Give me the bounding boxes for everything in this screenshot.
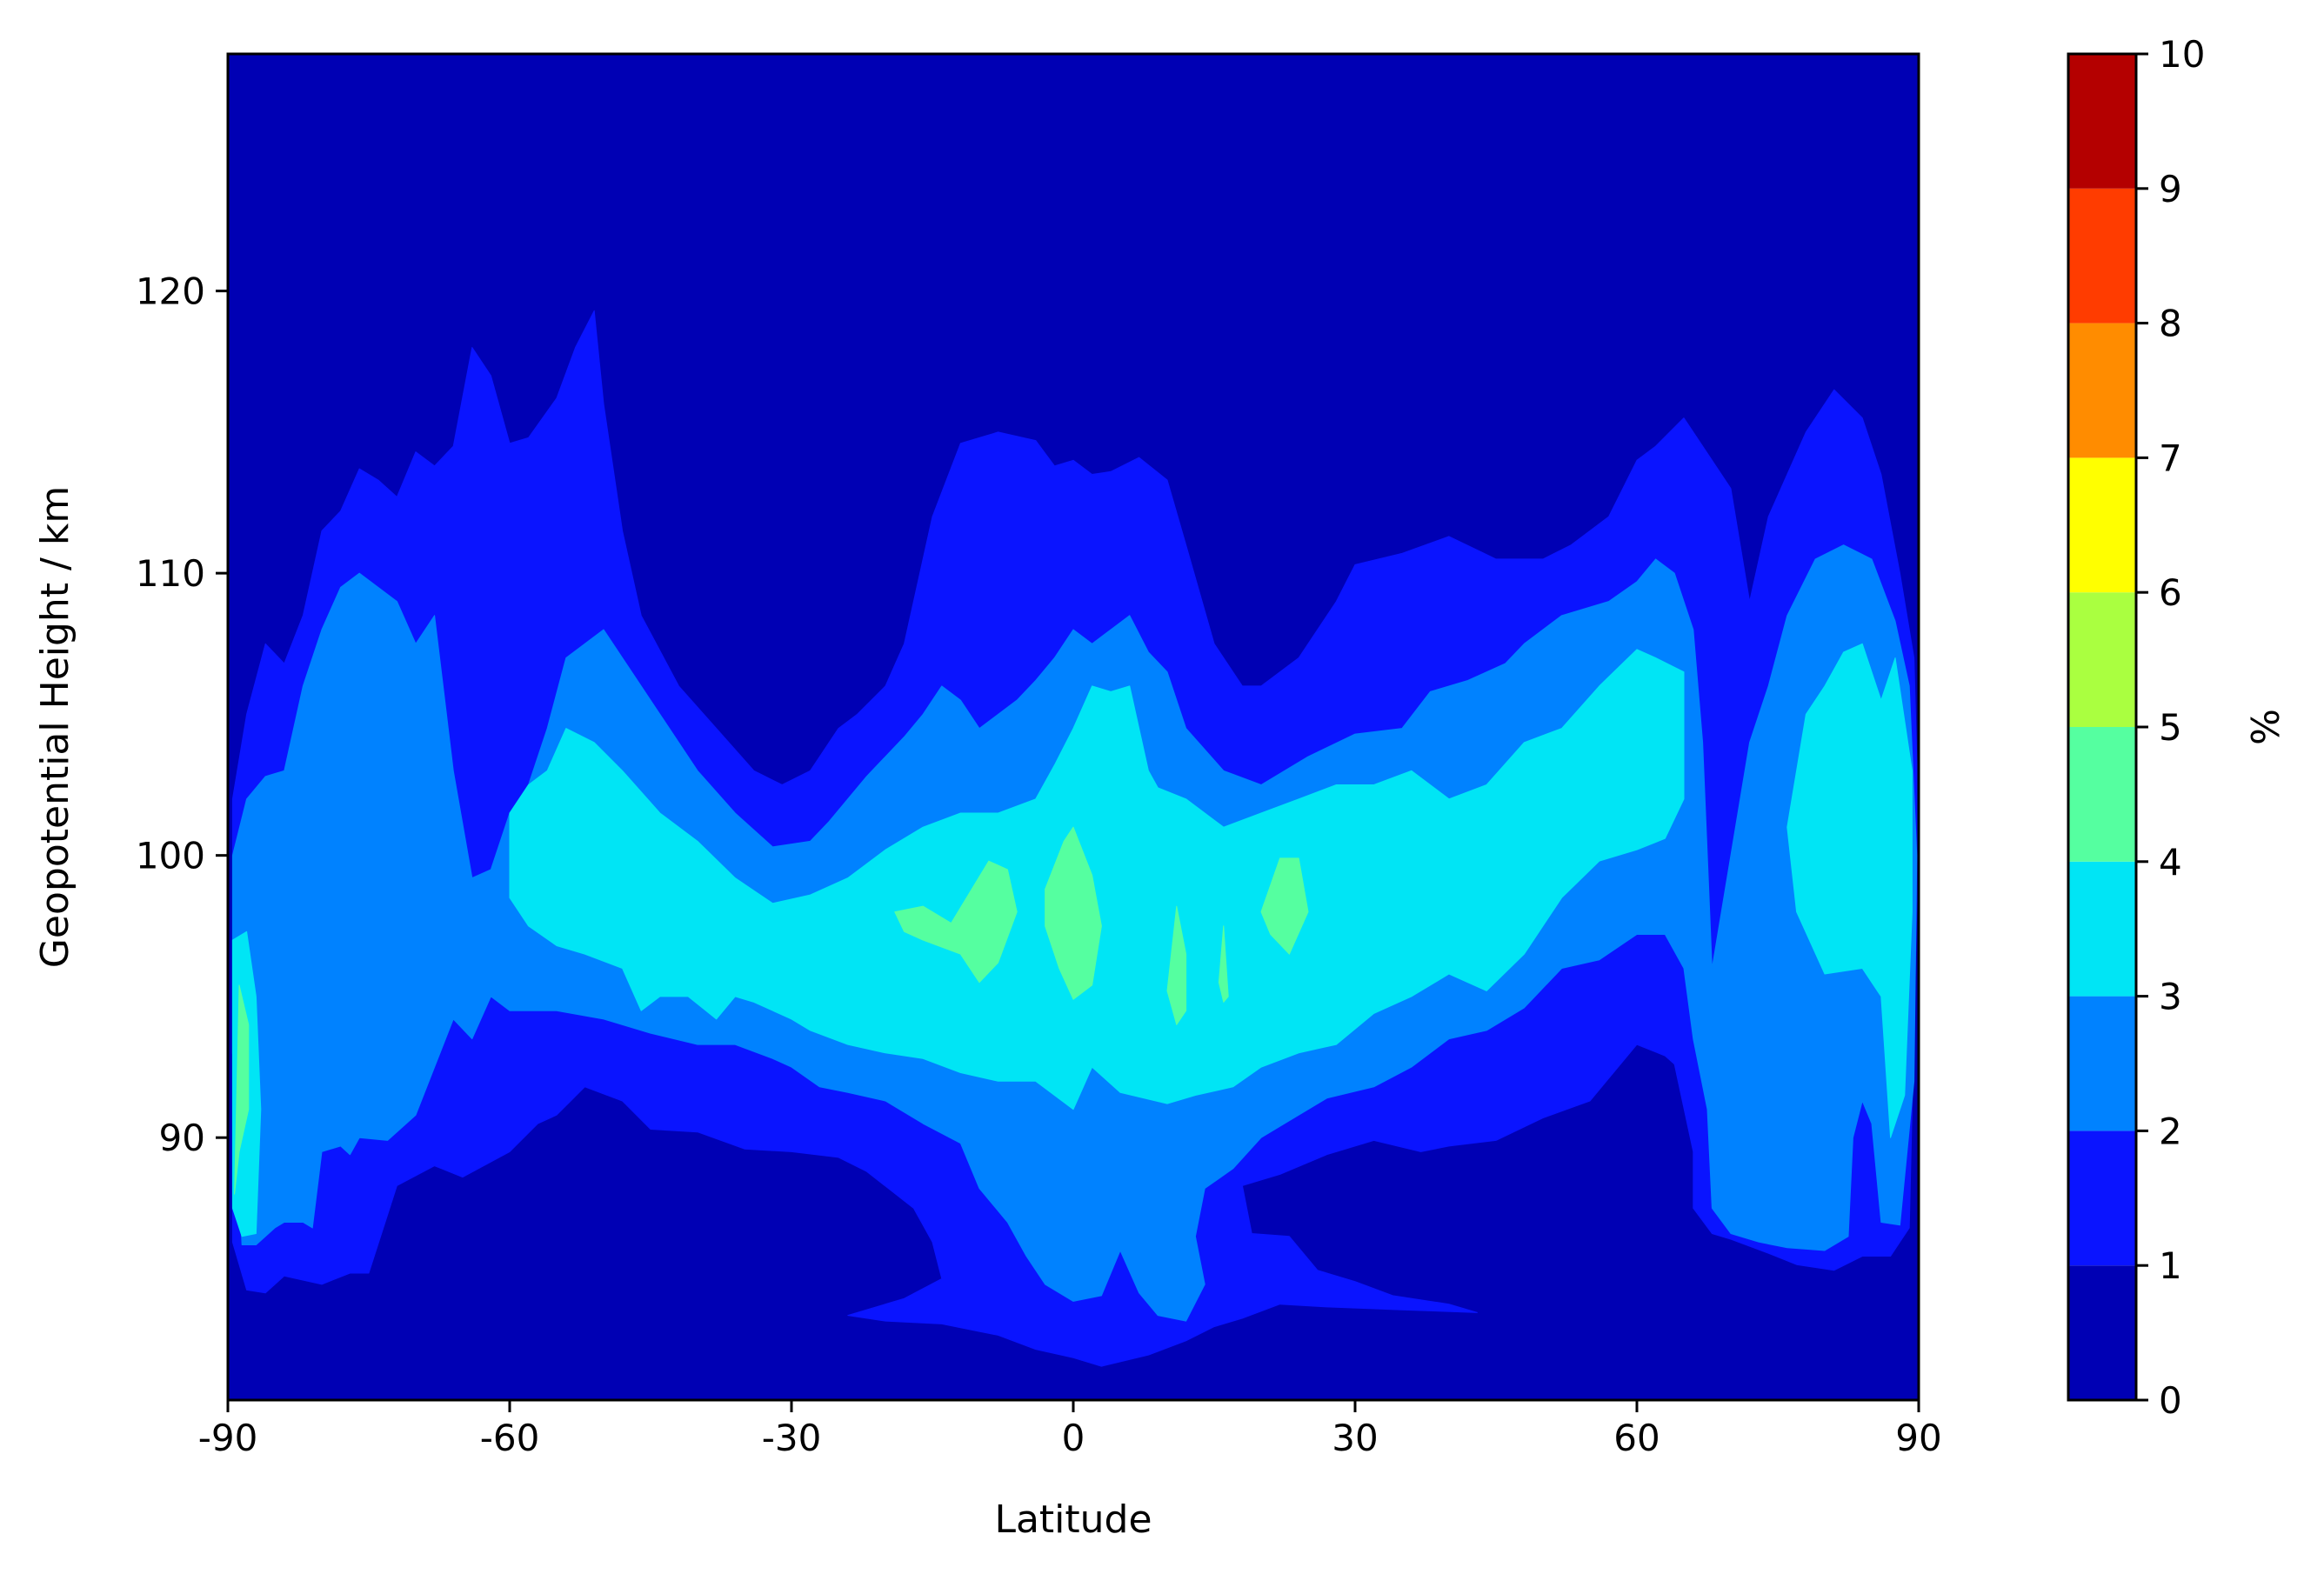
colorbar-band: [2068, 996, 2136, 1131]
plot-area: [226, 52, 1920, 1402]
colorbar-tick-label: 3: [2159, 976, 2182, 1018]
y-axis-label: Geopotential Height / km: [33, 486, 77, 968]
colorbar-bands: [2068, 54, 2136, 1400]
colorbar-label: %: [2244, 709, 2288, 745]
contour-region-level-3-2: [509, 649, 1685, 1110]
colorbar-band: [2068, 861, 2136, 997]
colorbar-band: [2068, 323, 2136, 458]
contour-region-level-4-5: [894, 860, 1018, 984]
y-tick-label: 100: [136, 835, 205, 877]
colorbar-tick-label: 7: [2159, 437, 2182, 479]
x-axis: -90 -60 -30 0 30 60 90: [198, 1400, 1942, 1459]
x-tick-label: 60: [1613, 1417, 1660, 1459]
colorbar-tick-label: 4: [2159, 841, 2182, 884]
contour-region-level-3-3: [1786, 643, 1913, 1138]
colorbar-tick-label: 0: [2159, 1379, 2182, 1422]
contour-region-level-4-10: [234, 984, 250, 1195]
contour-region-level-4-7: [1166, 905, 1187, 1025]
x-tick-label: -90: [198, 1417, 258, 1459]
x-axis-label: Latitude: [994, 1497, 1152, 1542]
colorbar-tick-label: 9: [2159, 168, 2182, 210]
colorbar-band: [2068, 1130, 2136, 1266]
contour-region-level-4-6: [1045, 826, 1102, 1000]
colorbar-tick-label: 2: [2159, 1110, 2182, 1152]
colorbar-band: [2068, 1265, 2136, 1400]
y-tick-label: 110: [136, 552, 205, 595]
y-tick-label: 90: [159, 1117, 205, 1159]
colorbar-tick-label: 6: [2159, 571, 2182, 614]
colorbar-band: [2068, 188, 2136, 323]
x-tick-label: 90: [1895, 1417, 1941, 1459]
x-tick-label: -30: [762, 1417, 822, 1459]
x-tick-label: 30: [1332, 1417, 1378, 1459]
colorbar-tick-label: 10: [2159, 33, 2205, 76]
colorbar-tick-label: 1: [2159, 1244, 2182, 1287]
x-tick-label: 0: [1062, 1417, 1085, 1459]
colorbar-band: [2068, 54, 2136, 189]
colorbar-tick-label: 5: [2159, 706, 2182, 749]
x-tick-label: -60: [480, 1417, 540, 1459]
y-tick-label: 120: [136, 270, 205, 313]
contour-region-level-4-9: [1260, 857, 1309, 955]
colorbar-band: [2068, 592, 2136, 727]
colorbar-band: [2068, 457, 2136, 593]
y-axis: 90 100 110 120: [136, 270, 228, 1159]
contour-regions: [231, 310, 1919, 1367]
colorbar-tick-label: 8: [2159, 303, 2182, 345]
contour-region-level-4-8: [1218, 925, 1229, 1003]
colorbar: 0 1 2 3 4 5 6 7 8 9 10 %: [2067, 33, 2288, 1422]
colorbar-band: [2068, 727, 2136, 862]
colorbar-ticks: 0 1 2 3 4 5 6 7 8 9 10: [2136, 33, 2205, 1422]
